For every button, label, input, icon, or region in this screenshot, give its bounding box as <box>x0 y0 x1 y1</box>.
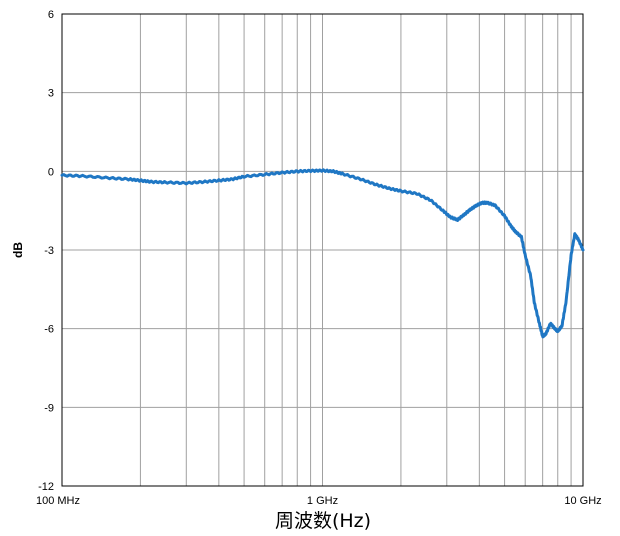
series-line <box>60 168 585 339</box>
x-tick-labels: 100 MHz 1 GHz 10 GHz <box>36 495 602 507</box>
x-tick-label: 10 GHz <box>564 495 601 507</box>
x-tick-label: 100 MHz <box>36 495 80 507</box>
y-tick-label: -9 <box>44 402 54 414</box>
y-tick-label: 0 <box>48 166 54 178</box>
grid <box>62 14 583 486</box>
y-axis-label: dB <box>11 242 25 258</box>
y-tick-label: -6 <box>44 324 54 336</box>
y-tick-label: 3 <box>48 88 54 100</box>
x-axis-label: 周波数(Hz) <box>275 510 371 532</box>
x-tick-label: 1 GHz <box>307 495 338 507</box>
y-tick-label: -12 <box>38 481 54 493</box>
y-tick-labels: 6 3 0 -3 -6 -9 -12 <box>38 9 54 493</box>
y-tick-label: 6 <box>48 9 54 21</box>
y-tick-label: -3 <box>44 245 54 257</box>
